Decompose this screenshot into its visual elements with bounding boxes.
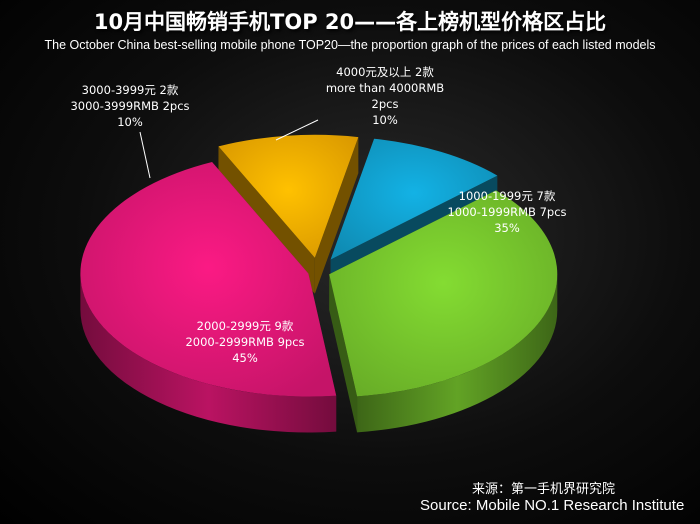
slice-label-4000-plus-pct: 10% (372, 113, 398, 127)
slice-label-4000-plus-cn: 4000元及以上 2款 (336, 65, 434, 79)
pie-slice-seg_1000 (329, 190, 558, 433)
chart-subtitle: The October China best-selling mobile ph… (44, 38, 656, 52)
pie-slice-top-seg_4000 (330, 138, 498, 260)
slice-label-4000-plus-en: more than 4000RMB (325, 81, 445, 95)
pie-slice-side-seg_1000 (357, 274, 558, 433)
pie-slice-wall-seg_1000-1 (329, 274, 358, 433)
slice-label-3000-3999-en: 3000-3999RMB 2pcs (70, 99, 190, 113)
slice-label-2000-2999-pct: 45% (232, 351, 258, 365)
pie-slice-top-seg_1000 (329, 190, 558, 397)
slice-label-2000-2999-en: 2000-2999RMB 9pcs (185, 335, 305, 349)
slice-label-1000-1999: 1000-1999元 7款 1000-1999RMB 7pcs 35% (412, 188, 602, 236)
pie-slice-top-seg_3000 (218, 134, 359, 258)
slice-label-2000-2999-cn: 2000-2999元 9款 (196, 319, 294, 333)
slice-label-4000-plus: 4000元及以上 2款 more than 4000RMB 2pcs 10% (290, 64, 480, 128)
source-chinese: 来源：第一手机界研究院 (472, 482, 616, 497)
slice-label-1000-1999-cn: 1000-1999元 7款 (458, 189, 556, 203)
slice-label-3000-3999-cn: 3000-3999元 2款 (81, 83, 179, 97)
slice-label-3000-3999-pct: 10% (117, 115, 143, 129)
source-english: Source: Mobile NO.1 Research Institute (420, 497, 685, 514)
pie-slice-wall-seg_3000-1 (314, 137, 359, 294)
chart-title: 10月中国畅销手机TOP 20——各上榜机型价格区占比 (93, 10, 607, 34)
slice-label-2000-2999: 2000-2999元 9款 2000-2999RMB 9pcs 45% (150, 318, 340, 366)
pie-slice-side-seg_2000 (80, 273, 337, 433)
pie-slice-seg_2000 (80, 162, 337, 433)
leader-line-4000-plus (275, 119, 319, 141)
slice-label-1000-1999-pct: 35% (494, 221, 520, 235)
pie-slice-top-seg_2000 (80, 162, 337, 397)
slice-label-1000-1999-en: 1000-1999RMB 7pcs (447, 205, 567, 219)
slice-label-4000-plus-count: 2pcs (371, 97, 399, 111)
slice-label-3000-3999: 3000-3999元 2款 3000-3999RMB 2pcs 10% (40, 82, 220, 130)
leader-line-3000-3999 (139, 131, 151, 179)
